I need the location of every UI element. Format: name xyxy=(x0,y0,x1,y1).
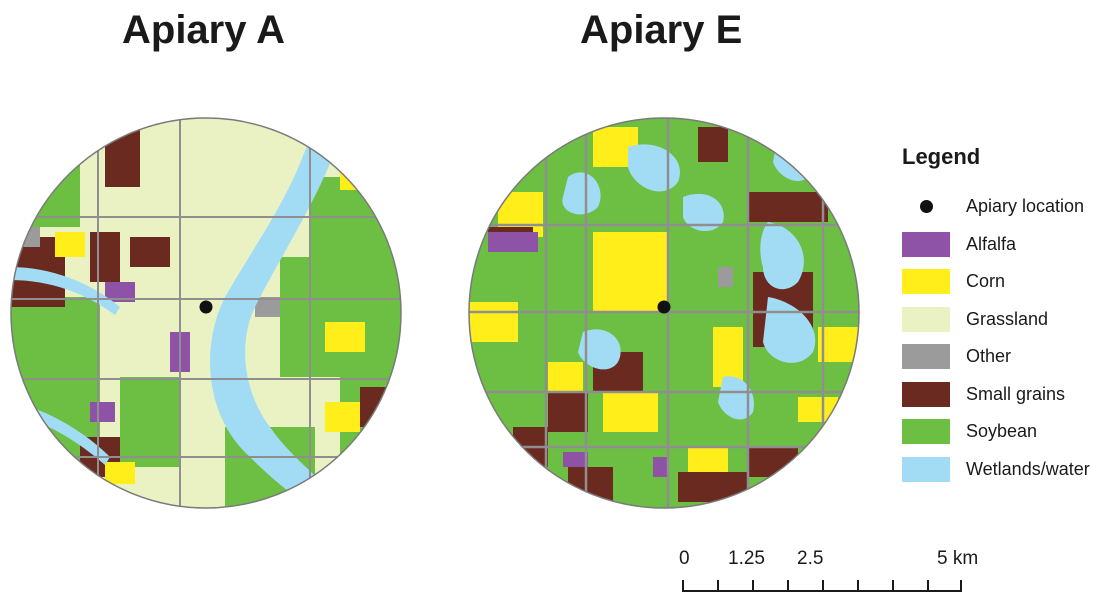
apiary-e-location-marker xyxy=(657,300,671,314)
legend-heading: Legend xyxy=(902,144,981,169)
legend-label: Wetlands/water xyxy=(966,458,1090,479)
legend-label: Other xyxy=(966,346,1012,367)
apiary-a-location-marker xyxy=(199,300,213,314)
legend-item-other: Other xyxy=(902,338,1107,376)
legend-item-soybean: Soybean xyxy=(902,413,1107,451)
legend-item-corn: Corn xyxy=(902,263,1107,301)
map-title-apiary-e: Apiary E xyxy=(580,8,743,52)
legend-label: Corn xyxy=(966,271,1006,292)
small-grains-swatch xyxy=(902,381,950,407)
legend-label: Alfalfa xyxy=(966,233,1017,254)
legend-item-alfalfa: Alfalfa xyxy=(902,226,1107,264)
scale-label-1-25: 1.25 xyxy=(728,548,765,569)
soybean-swatch xyxy=(902,419,950,445)
legend-item-wetlands-water: Wetlands/water xyxy=(902,451,1107,489)
corn-swatch xyxy=(902,269,950,295)
legend-label: Small grains xyxy=(966,383,1066,404)
alfalfa-swatch xyxy=(902,231,950,257)
scale-label-2-5: 2.5 xyxy=(797,548,824,569)
legend-item-grassland: Grassland xyxy=(902,301,1107,339)
land-cover-map-apiary-a xyxy=(10,117,402,509)
legend-item-apiary-location: Apiary location xyxy=(902,188,1107,226)
wetlands-water-swatch xyxy=(902,456,950,482)
scale-label-0: 0 xyxy=(679,548,690,569)
legend-item-small-grains: Small grains xyxy=(902,376,1107,414)
legend-label: Soybean xyxy=(966,421,1038,442)
apiary-location-dot-icon xyxy=(902,194,950,219)
scale-label-5-km: 5 km xyxy=(937,548,979,569)
land-cover-map-apiary-e xyxy=(468,117,860,509)
other-swatch xyxy=(902,344,950,370)
scale-bar xyxy=(676,572,988,594)
legend-label: Grassland xyxy=(966,308,1049,329)
map-title-apiary-a: Apiary A xyxy=(122,8,286,52)
grassland-swatch xyxy=(902,306,950,332)
legend: Legend Apiary location Alfalfa Corn Gras… xyxy=(902,144,1107,488)
legend-label: Apiary location xyxy=(966,196,1085,217)
